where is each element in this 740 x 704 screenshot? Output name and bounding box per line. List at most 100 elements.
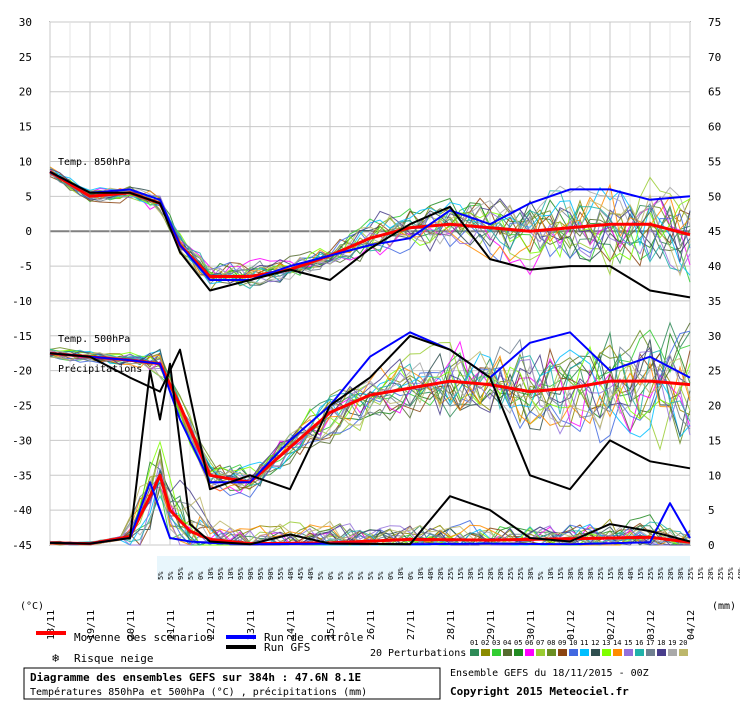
snow-risk-value: 30%	[677, 567, 685, 580]
series-line-500hpa-control	[49, 331, 691, 484]
y-right-tick-label: 35	[708, 295, 721, 308]
y-right-tick-label: 60	[708, 121, 721, 134]
x-date-label: 18/11	[46, 610, 57, 640]
snow-risk-value: 95%	[217, 567, 225, 580]
y-right-tick-label: 50	[708, 190, 721, 203]
x-date-label: 24/11	[286, 610, 297, 640]
ensemble-member-line	[49, 172, 691, 285]
y-left-tick-label: -10	[12, 295, 32, 308]
y-left-tick-label: 5	[25, 190, 32, 203]
snow-risk-value: 20%	[617, 567, 625, 580]
snow-risk-value: 25%	[507, 567, 515, 580]
snow-risk-value: 5%	[367, 571, 375, 580]
panel-label-850: Temp. 850hPa	[58, 157, 130, 168]
perturbation-id: 11	[580, 639, 588, 647]
x-date-label: 25/11	[326, 610, 337, 640]
legend-label-control: Run de contrôle	[264, 631, 363, 644]
perturbation-id: 06	[525, 639, 533, 647]
x-date-label: 21/11	[166, 610, 177, 640]
snow-risk-value: 20%	[577, 567, 585, 580]
snow-risk-value: 25%	[447, 567, 455, 580]
x-date-label: 22/11	[206, 610, 217, 640]
perturbation-swatch	[657, 649, 666, 656]
snow-risk-value: 20%	[497, 567, 505, 580]
x-date-label: 29/11	[486, 610, 497, 640]
ensemble-member-line	[49, 451, 690, 546]
y-left-tick-label: 0	[25, 225, 32, 238]
ensemble-member-line	[49, 330, 691, 498]
snow-risk-value: 10%	[207, 567, 215, 580]
snow-risk-value: 95%	[177, 567, 185, 580]
snow-risk-value: 5%	[357, 571, 365, 580]
y-left-tick-label: 15	[19, 121, 32, 134]
perturbation-swatch	[481, 649, 490, 656]
y-left-tick-label: -20	[12, 365, 32, 378]
snow-risk-value: 25%	[687, 567, 695, 580]
chart-title: Diagramme des ensembles GEFS sur 384h : …	[30, 671, 361, 684]
snow-risk-value: 0%	[407, 571, 415, 580]
perturbation-id: 19	[668, 639, 676, 647]
perturbation-swatch	[536, 649, 545, 656]
legend-swatch-mean	[36, 631, 66, 635]
ensemble-member-line	[49, 341, 691, 491]
perturbation-swatch	[635, 649, 644, 656]
snow-risk-value: 15%	[557, 567, 565, 580]
perturbation-id: 04	[503, 639, 511, 647]
snow-risk-value: 45%	[297, 567, 305, 580]
ensemble-member-line	[49, 338, 691, 485]
snow-risk-value: 15%	[637, 567, 645, 580]
perturbation-swatch	[591, 649, 600, 656]
snow-risk-value: 5%	[317, 571, 325, 580]
perturbation-id: 02	[481, 639, 489, 647]
x-date-label: 20/11	[126, 610, 137, 640]
y-right-tick-label: 5	[708, 504, 715, 517]
x-date-label: 26/11	[366, 610, 377, 640]
y-left-tick-label: -35	[12, 469, 32, 482]
title-box	[23, 667, 441, 700]
snow-risk-value: 10%	[227, 567, 235, 580]
right-unit-label: (mm)	[712, 601, 736, 612]
snow-icon: ❄	[52, 651, 59, 665]
y-left-tick-label: -25	[12, 400, 32, 413]
snow-risk-value: 20%	[487, 567, 495, 580]
snow-risk-value: 90%	[247, 567, 255, 580]
y-right-tick-label: 10	[708, 469, 721, 482]
x-date-label: 04/12	[686, 610, 697, 640]
perturbation-swatch	[668, 649, 677, 656]
perturbation-swatch	[602, 649, 611, 656]
snow-risk-value: 30%	[567, 567, 575, 580]
y-right-tick-label: 25	[708, 365, 721, 378]
snow-risk-value: 5%	[337, 571, 345, 580]
snow-risk-value: 5%	[167, 571, 175, 580]
y-left-tick-label: 20	[19, 86, 32, 99]
x-date-label: 28/11	[446, 610, 457, 640]
snow-risk-value: 15%	[607, 567, 615, 580]
perturbation-id: 05	[514, 639, 522, 647]
snow-risk-value: 30%	[527, 567, 535, 580]
y-left-tick-label: 10	[19, 155, 32, 168]
snow-risk-value: 5%	[347, 571, 355, 580]
perturbation-swatch	[470, 649, 479, 656]
snow-risk-value: 40%	[627, 567, 635, 580]
perturbation-swatch	[613, 649, 622, 656]
snow-risk-value: 40%	[287, 567, 295, 580]
y-left-tick-label: 25	[19, 51, 32, 64]
source-label: Ensemble GEFS du 18/11/2015 - 00Z	[450, 668, 649, 679]
snow-risk-value: 25%	[647, 567, 655, 580]
perturbation-id: 12	[591, 639, 599, 647]
perturbation-id: 07	[536, 639, 544, 647]
snow-risk-value: 5%	[537, 571, 545, 580]
y-right-tick-label: 20	[708, 400, 721, 413]
perturbation-swatch	[679, 649, 688, 656]
panel-label-precip: Précipitations	[58, 363, 142, 375]
snow-risk-value: 40%	[737, 567, 740, 580]
snow-risk-strip	[157, 556, 690, 580]
y-right-tick-label: 15	[708, 434, 721, 447]
perturbation-id: 18	[657, 639, 665, 647]
perturbation-id: 14	[613, 639, 621, 647]
ensemble-member-line	[49, 350, 691, 489]
perturbation-swatch	[547, 649, 556, 656]
snow-risk-value: 20%	[667, 567, 675, 580]
y-right-tick-label: 70	[708, 51, 721, 64]
